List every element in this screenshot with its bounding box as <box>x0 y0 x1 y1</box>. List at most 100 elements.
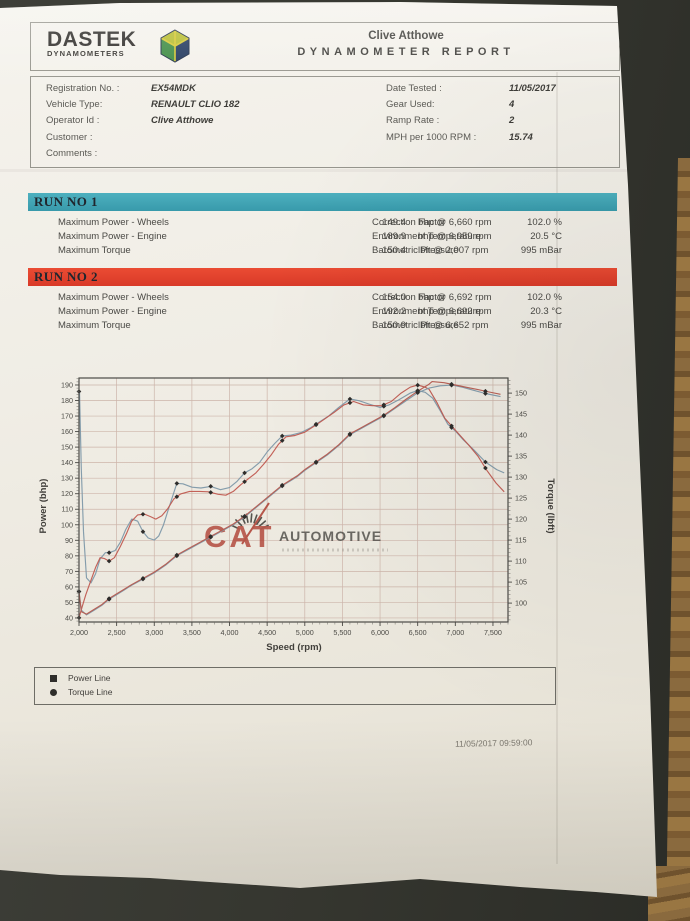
sample-marker <box>106 558 112 564</box>
cat-automotive-watermark: CAT AUTOMOTIVE <box>204 502 388 554</box>
metric-unit: bhp @ 6,692 rpm <box>418 306 492 317</box>
svg-text:5,000: 5,000 <box>296 628 314 637</box>
sample-marker <box>106 550 112 556</box>
info-row: Vehicle Type: RENAULT CLIO 182 Gear Used: 4 <box>31 99 619 112</box>
info-row: Comments : <box>31 148 619 161</box>
metric-value: 149.4 <box>382 217 406 228</box>
run1-header-bar: RUN NO 1 <box>28 193 617 211</box>
left-axis-title: Power (bhp) <box>38 479 49 534</box>
svg-text:4,500: 4,500 <box>258 628 276 637</box>
svg-text:100: 100 <box>61 520 73 529</box>
legend-item-torque: Torque Line <box>35 687 555 699</box>
svg-text:115: 115 <box>515 536 526 545</box>
svg-text:145: 145 <box>515 410 527 419</box>
svg-text:190: 190 <box>61 380 73 389</box>
svg-text:3,000: 3,000 <box>145 628 163 637</box>
right-axis-title: Torque (lbft) <box>545 478 556 533</box>
info-label: Ramp Rate : <box>386 115 440 126</box>
svg-text:90: 90 <box>65 536 73 545</box>
env-label: Correction Factor <box>372 292 446 303</box>
dastek-cube-icon <box>160 29 190 63</box>
wood-frame-edge <box>666 158 690 921</box>
info-value: EX54MDK <box>151 83 196 94</box>
env-label: Correction Factor <box>372 217 446 228</box>
info-value: 4 <box>509 99 515 110</box>
metric-value: 192.2 <box>382 306 406 317</box>
svg-text:5,500: 5,500 <box>333 628 351 637</box>
info-value: RENAULT CLIO 182 <box>151 99 240 110</box>
env-label: Barometric Pressure <box>372 320 459 331</box>
svg-text:140: 140 <box>515 431 527 440</box>
svg-text:3,500: 3,500 <box>183 628 201 637</box>
legend-label: Torque Line <box>68 687 113 697</box>
report-title-block: Clive Atthowe DYNAMOMETER REPORT <box>241 30 571 58</box>
svg-text:150: 150 <box>61 443 73 452</box>
run1-title: RUN NO 1 <box>34 194 98 209</box>
svg-text:100: 100 <box>515 599 527 608</box>
env-label: Environment Temperature <box>372 231 482 242</box>
info-row: Registration No. : EX54MDK Date Tested : 11… <box>31 83 619 96</box>
info-row: Customer : MPH per 1000 RPM : 15.74 <box>31 132 619 145</box>
svg-text:105: 105 <box>515 578 527 587</box>
info-label: Vehicle Type: <box>46 99 103 110</box>
report-header: DASTEK DYNAMOMETERS Clive Atthowe DYNAMO… <box>30 22 620 71</box>
svg-text:170: 170 <box>61 412 73 421</box>
svg-text:40: 40 <box>65 613 73 622</box>
run2-title: RUN NO 2 <box>34 269 98 284</box>
metric-label: Maximum Power - Wheels <box>58 292 169 303</box>
chart-series-lines <box>76 381 505 621</box>
run2-row: Maximum Torque 150.9 lbft @ 6,652 rpm Barom… <box>0 320 600 333</box>
sample-marker <box>415 382 420 388</box>
svg-text:110: 110 <box>62 505 73 514</box>
info-value: Clive Atthowe <box>151 115 214 126</box>
customer-name: Clive Atthowe <box>368 30 444 42</box>
metric-value: 154.0 <box>382 292 406 303</box>
metric-unit: lbft @ 6,652 rpm <box>418 320 489 331</box>
svg-text:7,500: 7,500 <box>484 628 502 637</box>
svg-text:80: 80 <box>65 551 73 560</box>
metric-unit: bhp @ 6,692 rpm <box>418 292 492 303</box>
metric-unit: bhp @ 6,959 rpm <box>418 231 492 242</box>
info-label: Gear Used: <box>386 99 435 110</box>
svg-text:2,000: 2,000 <box>70 628 88 637</box>
metric-value: 150.4 <box>382 245 406 256</box>
vehicle-info-panel: Registration No. : EX54MDK Date Tested : 11… <box>30 76 620 168</box>
watermark-needle <box>241 502 270 545</box>
sample-marker <box>381 412 387 418</box>
metric-value: 189.9 <box>382 231 406 242</box>
sample-marker <box>483 391 488 396</box>
paper-fold-line <box>556 72 558 864</box>
info-row: Operator Id : Clive Atthowe Ramp Rate : 2 <box>31 115 619 128</box>
env-label: Barometric Pressure <box>372 245 459 256</box>
info-label: Operator Id : <box>46 115 100 126</box>
env-value: 102.0 % <box>527 217 562 228</box>
paper-fold-shadow <box>0 169 640 172</box>
metric-label: Maximum Power - Wheels <box>58 217 169 228</box>
torque-line-marker-icon <box>50 689 57 696</box>
logo-wordmark: DASTEK <box>47 28 137 51</box>
logo-subtitle: DYNAMOMETERS <box>47 49 125 58</box>
sample-marker <box>279 433 285 439</box>
run2-row: Maximum Power - Engine 192.2 bhp @ 6,692 r… <box>0 306 600 319</box>
svg-text:60: 60 <box>65 582 73 591</box>
series-run-1-torque-line <box>78 390 505 584</box>
svg-text:6,000: 6,000 <box>371 628 389 637</box>
env-value: 102.0 % <box>527 292 562 303</box>
info-label: Registration No. : <box>46 83 120 94</box>
sample-marker <box>174 481 180 486</box>
series-run-1-power-line <box>78 384 501 616</box>
metric-label: Maximum Torque <box>58 245 131 256</box>
run1-row: Maximum Torque 150.4 lbft @ 2,007 rpm Barom… <box>0 245 600 258</box>
sample-marker <box>106 596 112 601</box>
svg-text:150: 150 <box>515 389 527 398</box>
legend-label: Power Line <box>68 673 111 683</box>
series-run-2-torque-line <box>78 384 505 618</box>
sample-marker <box>483 388 488 394</box>
metric-label: Maximum Power - Engine <box>58 306 167 317</box>
sample-marker <box>174 494 180 500</box>
run1-row: Maximum Power - Wheels 149.4 bhp @ 6,660 r… <box>0 217 600 230</box>
report-title: DYNAMOMETER REPORT <box>297 46 515 58</box>
svg-text:110: 110 <box>515 557 526 566</box>
sample-marker <box>279 482 285 488</box>
